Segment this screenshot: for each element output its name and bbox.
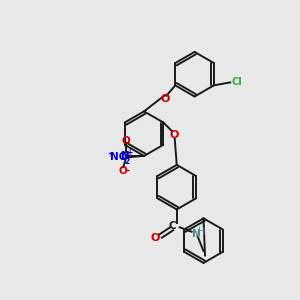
- Text: +: +: [126, 148, 133, 157]
- Text: O: O: [118, 166, 127, 176]
- Text: -: -: [125, 166, 129, 176]
- Text: O: O: [170, 130, 179, 140]
- Text: H: H: [198, 227, 206, 237]
- Text: O: O: [151, 233, 160, 243]
- Text: +: +: [107, 151, 113, 157]
- Text: N: N: [121, 151, 130, 161]
- Text: 2: 2: [124, 157, 129, 166]
- Text: NO: NO: [110, 152, 128, 162]
- Text: O: O: [160, 94, 170, 104]
- Text: Cl: Cl: [232, 77, 242, 87]
- Text: O: O: [121, 136, 130, 146]
- Text: N: N: [192, 229, 200, 239]
- Text: C: C: [169, 221, 176, 231]
